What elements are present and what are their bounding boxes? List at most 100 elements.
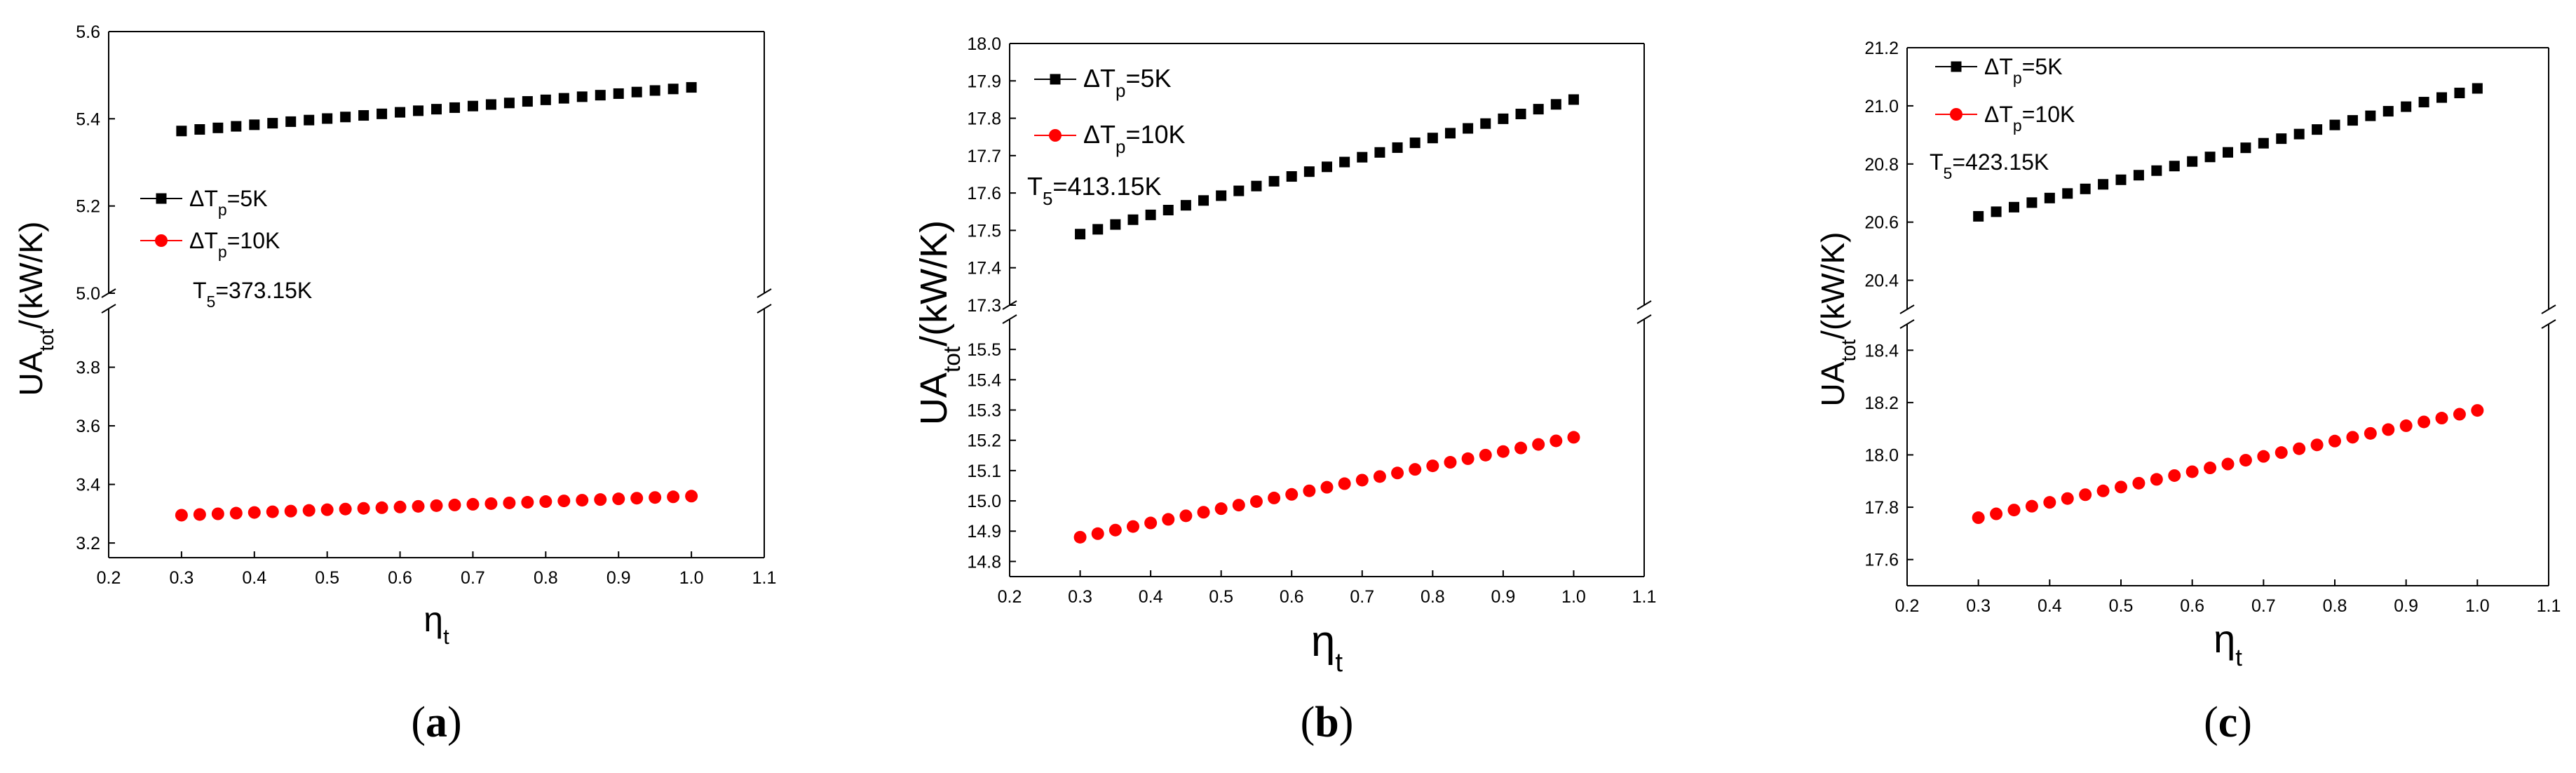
y-tick-label: 18.0 — [1864, 446, 1899, 466]
data-point-square — [2133, 170, 2144, 181]
data-point-square — [1973, 210, 1984, 222]
temperature-annotation: T5=373.15K — [193, 278, 312, 311]
series-dtp-10k — [175, 490, 698, 522]
y-tick-label: 15.2 — [967, 431, 1001, 451]
panel-c: 0.2 0.3 0.4 0.5 0.6 0.7 0.8 0.9 1.0 1.1 20.4 20.6 20… — [1815, 39, 2561, 746]
y-tick-label: 17.9 — [967, 72, 1001, 91]
data-point-circle — [2399, 419, 2413, 432]
data-point-square — [613, 88, 624, 99]
data-point-circle — [1232, 499, 1245, 512]
data-point-circle — [339, 502, 352, 516]
legend-marker-square — [1050, 74, 1061, 85]
y-tick-label: 15.0 — [967, 492, 1001, 511]
data-point-square — [2401, 101, 2412, 112]
data-point-square — [522, 96, 533, 107]
data-point-square — [267, 118, 278, 129]
data-point-square — [413, 105, 424, 116]
data-point-square — [1180, 200, 1191, 211]
y-tick-label: 21.2 — [1864, 39, 1899, 58]
legend-entry-dtp-10k: ΔTp=10K — [1935, 102, 2075, 135]
data-point-square — [1463, 123, 1474, 134]
data-point-circle — [393, 500, 407, 513]
y-tick-label: 15.1 — [967, 462, 1001, 481]
data-point-circle — [430, 499, 443, 512]
y-tick-label: 5.6 — [76, 22, 100, 42]
data-point-circle — [193, 508, 206, 521]
data-point-circle — [1179, 509, 1193, 523]
data-point-square — [2454, 88, 2465, 99]
data-point-circle — [1391, 466, 1404, 480]
data-point-circle — [466, 497, 480, 511]
series-dtp-5k — [176, 82, 697, 137]
data-point-circle — [521, 496, 534, 509]
data-point-circle — [1303, 484, 1316, 497]
data-point-square — [649, 85, 660, 96]
data-point-circle — [1550, 434, 1563, 448]
data-point-circle — [1285, 488, 1299, 501]
data-point-circle — [1268, 491, 1281, 504]
legend-entry-dtp-5k: ΔTp=5K — [1034, 64, 1172, 101]
data-point-circle — [2471, 404, 2484, 417]
y-tick-label: 20.4 — [1864, 271, 1899, 291]
x-axis-label: ηt — [423, 600, 449, 649]
data-point-square — [485, 99, 496, 110]
y-tick-label: 17.8 — [967, 109, 1001, 129]
temperature-annotation: T5=413.15K — [1027, 172, 1162, 209]
series-dtp-10k — [1073, 431, 1580, 544]
panel-label: (a) — [411, 699, 461, 746]
data-point-circle — [1373, 470, 1386, 483]
data-point-square — [449, 102, 460, 113]
data-point-circle — [2204, 462, 2217, 475]
y-tick-label: 17.5 — [967, 221, 1001, 241]
data-point-circle — [1162, 513, 1175, 526]
data-point-circle — [1320, 480, 1334, 494]
y-tick-label: 18.2 — [1864, 394, 1899, 413]
data-point-square — [1480, 118, 1491, 129]
data-point-circle — [2293, 442, 2306, 455]
data-point-square — [1392, 142, 1403, 153]
data-point-square — [2329, 119, 2340, 130]
data-point-square — [1498, 113, 1509, 124]
data-point-square — [1110, 219, 1121, 230]
legend-entry-dtp-10k: ΔTp=10K — [140, 228, 280, 261]
data-point-circle — [1532, 438, 1545, 451]
x-tick-label: 0.3 — [170, 568, 194, 588]
legend-marker-circle — [155, 234, 168, 247]
legend-label: ΔTp=5K — [1984, 54, 2063, 87]
data-point-square — [595, 90, 606, 101]
y-tick-label: 20.8 — [1864, 155, 1899, 175]
data-point-square — [2062, 188, 2073, 199]
data-point-square — [1374, 147, 1385, 158]
data-point-circle — [2382, 423, 2395, 436]
data-point-circle — [1444, 456, 1457, 469]
y-tick-label: 17.6 — [967, 184, 1001, 203]
data-point-circle — [2150, 473, 2163, 486]
x-tick-label: 0.5 — [1209, 587, 1233, 607]
data-point-circle — [2043, 496, 2056, 509]
data-point-square — [1550, 99, 1561, 110]
data-point-circle — [2418, 415, 2431, 429]
y-axis-label: UAtot/(kW/K) — [13, 222, 58, 396]
data-point-square — [2115, 174, 2127, 185]
x-tick-label: 1.1 — [752, 568, 777, 588]
data-point-circle — [320, 503, 334, 516]
data-point-circle — [1214, 502, 1228, 516]
data-point-square — [1444, 128, 1456, 139]
data-point-circle — [175, 509, 188, 522]
data-point-square — [176, 126, 187, 137]
y-tick-label: 17.6 — [1864, 551, 1899, 570]
y-tick-label: 17.7 — [967, 147, 1001, 166]
y-tick-label: 3.8 — [76, 358, 100, 378]
data-point-circle — [2275, 446, 2288, 459]
data-point-circle — [412, 499, 425, 513]
data-point-circle — [594, 493, 607, 506]
x-tick-label: 0.8 — [1421, 587, 1445, 607]
data-point-circle — [375, 501, 388, 514]
panel-label: (b) — [1301, 699, 1354, 746]
data-point-square — [1286, 171, 1297, 182]
data-point-square — [667, 83, 679, 95]
data-point-square — [631, 86, 642, 98]
axis-break-right — [2541, 304, 2556, 329]
data-point-square — [1339, 156, 1350, 168]
data-point-circle — [1144, 516, 1158, 530]
